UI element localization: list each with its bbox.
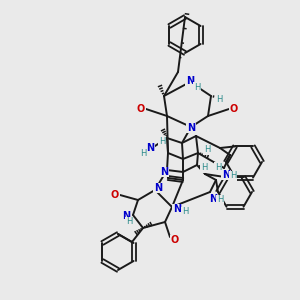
Text: O: O	[230, 104, 238, 114]
Text: H: H	[217, 196, 223, 205]
Text: N: N	[186, 76, 194, 86]
Text: H: H	[126, 218, 132, 226]
Text: O: O	[171, 235, 179, 245]
Text: H: H	[140, 148, 146, 158]
Text: N: N	[187, 123, 195, 133]
Text: N: N	[222, 170, 230, 180]
Text: N: N	[122, 211, 130, 221]
Text: H: H	[182, 208, 188, 217]
Text: N: N	[209, 194, 217, 204]
Text: N: N	[146, 143, 154, 153]
Text: H: H	[204, 146, 210, 154]
Text: H: H	[215, 163, 221, 172]
Text: H: H	[159, 136, 165, 146]
Text: O: O	[111, 190, 119, 200]
Text: N: N	[154, 183, 162, 193]
Text: N: N	[160, 167, 168, 177]
Text: H: H	[216, 94, 222, 103]
Text: O: O	[137, 104, 145, 114]
Text: H: H	[230, 172, 236, 181]
Text: H: H	[194, 82, 200, 91]
Text: N: N	[173, 204, 181, 214]
Text: H: H	[201, 164, 207, 172]
